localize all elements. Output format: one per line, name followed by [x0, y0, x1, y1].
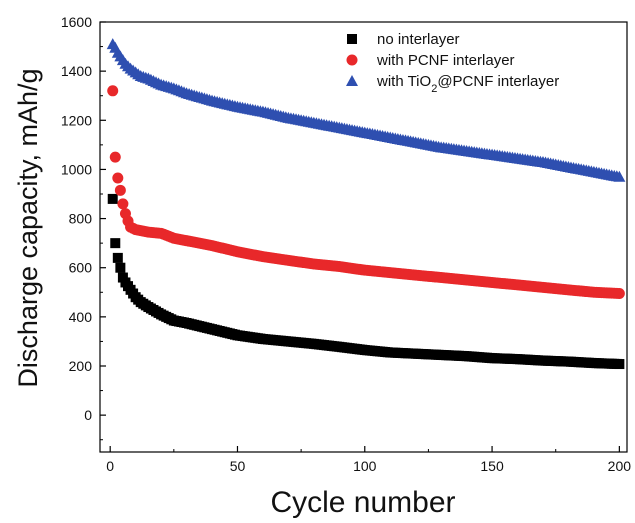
data-point — [179, 317, 190, 328]
data-point — [433, 349, 444, 360]
data-point — [611, 287, 623, 299]
data-point — [112, 252, 123, 263]
x-tick-label: 50 — [230, 458, 246, 474]
data-point — [166, 314, 177, 325]
y-tick-label: 1600 — [61, 14, 92, 30]
y-tick-label: 1200 — [61, 112, 92, 128]
data-point — [280, 336, 291, 347]
data-point — [128, 288, 139, 299]
legend-marker — [347, 34, 357, 44]
data-point — [153, 307, 164, 318]
legend-label: no interlayer — [377, 31, 460, 48]
data-point — [204, 323, 215, 334]
data-point — [611, 358, 622, 369]
data-point — [107, 193, 118, 204]
data-point — [133, 294, 144, 305]
y-tick-label: 1000 — [61, 161, 92, 177]
legend-marker — [346, 75, 358, 86]
axes: 0 50 100 150 200 0 200 400 600 800 1000 1200 1400 160… — [61, 14, 631, 474]
data-point — [306, 338, 317, 349]
data-point — [408, 348, 419, 359]
data-point — [115, 262, 126, 273]
x-tick-label: 150 — [480, 458, 504, 474]
data-point — [535, 355, 546, 366]
data-point — [459, 351, 470, 362]
data-point — [484, 352, 495, 363]
data-point — [255, 333, 266, 344]
plot-marks — [106, 38, 626, 370]
legend-label: with TiO2@PCNF interlayer — [376, 73, 559, 95]
data-point — [229, 329, 240, 340]
data-point — [331, 341, 342, 352]
y-tick-label: 1400 — [61, 63, 92, 79]
x-tick-label: 200 — [608, 458, 632, 474]
data-point — [109, 151, 121, 163]
y-tick-label: 800 — [69, 211, 93, 227]
data-point — [114, 184, 126, 196]
series-3 — [106, 38, 626, 182]
x-tick-label: 100 — [353, 458, 377, 474]
series-2 — [107, 85, 625, 300]
y-tick-label: 200 — [69, 358, 93, 374]
y-axis-label: Discharge capacity, mAh/g — [13, 68, 43, 387]
data-point — [382, 347, 393, 358]
y-tick-label: 0 — [84, 407, 92, 423]
data-point — [117, 198, 129, 210]
data-point — [357, 344, 368, 355]
x-tick-label: 0 — [106, 458, 114, 474]
data-point — [610, 170, 623, 182]
y-tick-label: 400 — [69, 309, 93, 325]
data-point — [112, 172, 124, 184]
series-1 — [107, 193, 625, 370]
data-point — [123, 281, 134, 292]
data-point — [107, 85, 119, 97]
legend-label: with PCNF interlayer — [376, 52, 515, 69]
y-tick-label: 600 — [69, 260, 93, 276]
legend: no interlayer with PCNF interlayer with Ti… — [346, 31, 559, 95]
data-point — [110, 238, 121, 249]
data-point — [560, 356, 571, 367]
plot-frame — [99, 21, 628, 453]
legend-marker — [346, 54, 358, 66]
data-point — [140, 300, 151, 311]
x-axis-label: Cycle number — [270, 486, 455, 519]
data-point — [509, 354, 520, 365]
data-point — [586, 357, 597, 368]
